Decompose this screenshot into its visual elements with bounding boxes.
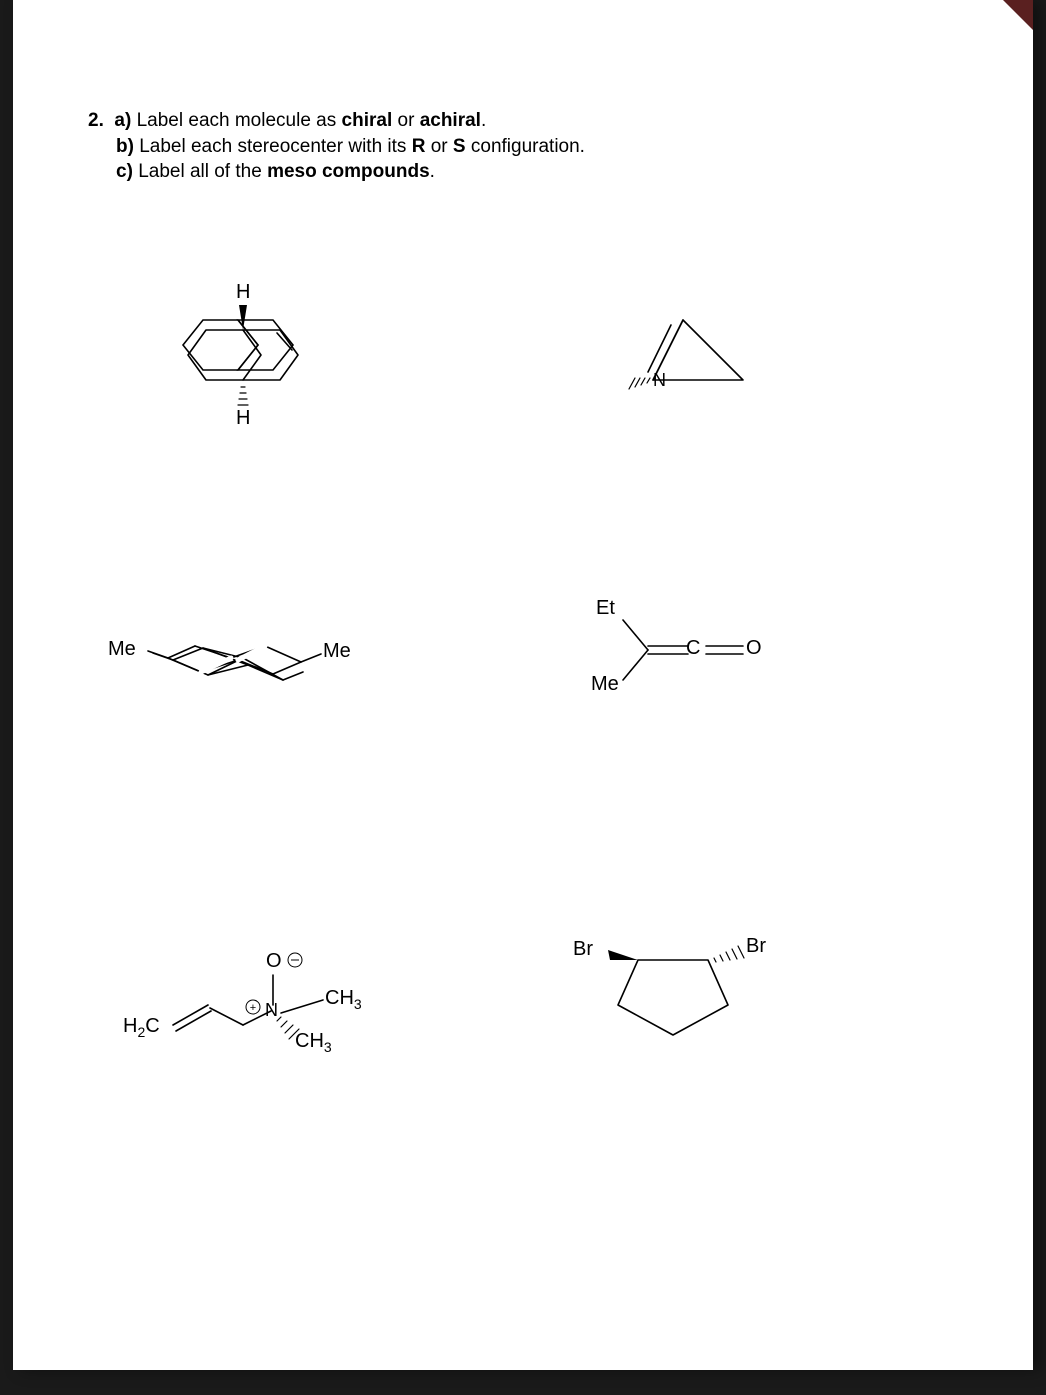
part-a-after: . bbox=[481, 110, 486, 131]
s6-br-right: Br bbox=[746, 935, 766, 958]
s3-me-left: Me bbox=[108, 638, 136, 661]
part-a-b2: achiral bbox=[420, 110, 481, 131]
part-b-b1: R bbox=[412, 136, 426, 157]
question-block: 2. a) Label each molecule as chiral or a… bbox=[88, 108, 585, 185]
part-c-after: . bbox=[430, 161, 435, 182]
page: 2. a) Label each molecule as chiral or a… bbox=[13, 0, 1033, 1370]
question-number: 2. bbox=[88, 110, 104, 131]
structure-6: Br Br bbox=[568, 920, 778, 1045]
s5-ch3b: CH3 bbox=[295, 1030, 332, 1055]
part-a-b1: chiral bbox=[342, 110, 393, 131]
structure-1-draw: H H bbox=[158, 275, 368, 450]
s4-c: C bbox=[686, 637, 700, 660]
s5-ch3a: CH3 bbox=[325, 987, 362, 1012]
svg-text:+: + bbox=[250, 1002, 256, 1014]
page-corner-fold bbox=[1003, 0, 1033, 30]
part-a-t1: Label each molecule as bbox=[137, 110, 342, 131]
s6-br-left: Br bbox=[573, 938, 593, 961]
part-b-t1: Label each stereocenter with its bbox=[139, 136, 412, 157]
part-c-t1: Label all of the bbox=[138, 161, 267, 182]
s5-h2c: H2C bbox=[123, 1015, 160, 1040]
s5-n: N bbox=[265, 1000, 278, 1021]
part-a-letter: a) bbox=[114, 110, 131, 131]
s2-n: N bbox=[653, 370, 666, 391]
s5-o: O bbox=[266, 950, 282, 973]
structure-2: N bbox=[593, 290, 763, 415]
part-c-letter: c) bbox=[116, 161, 133, 182]
question-line-b: b) Label each stereocenter with its R or… bbox=[88, 134, 585, 160]
part-b-mid: or bbox=[425, 136, 452, 157]
s3-me-right: Me bbox=[323, 640, 351, 663]
part-b-b2: S bbox=[453, 136, 466, 157]
part-b-after: configuration. bbox=[466, 136, 585, 157]
part-a-mid: or bbox=[392, 110, 419, 131]
question-line-a: 2. a) Label each molecule as chiral or a… bbox=[88, 108, 585, 134]
part-b-letter: b) bbox=[116, 136, 134, 157]
part-c-b1: meso compounds bbox=[267, 161, 430, 182]
s4-me: Me bbox=[591, 673, 619, 696]
s4-et: Et bbox=[596, 597, 615, 620]
structure-5: + H2C N O CH3 CH3 bbox=[123, 915, 373, 1070]
question-line-c: c) Label all of the meso compounds. bbox=[88, 159, 585, 185]
s1-h-top: H bbox=[236, 281, 250, 304]
structure-4: Et Me C O bbox=[578, 595, 778, 710]
structure-3: Me Me bbox=[123, 620, 353, 715]
s1-h-bottom: H bbox=[236, 407, 250, 430]
s4-o: O bbox=[746, 637, 762, 660]
